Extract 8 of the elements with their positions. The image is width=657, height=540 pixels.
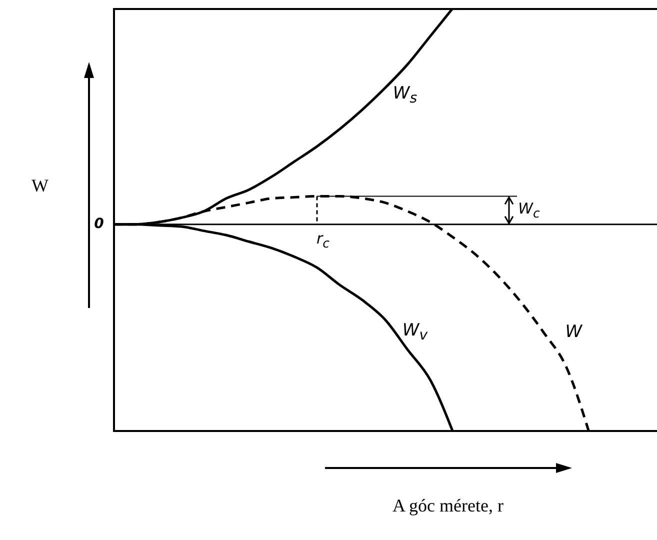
annotation: W$_{c}$ [518, 200, 540, 221]
x-axis-title: A góc mérete, r [392, 496, 504, 516]
text: 0 [94, 216, 104, 232]
series-label: W$_{v}$ [402, 320, 428, 344]
y-axis-title: W [32, 176, 48, 196]
series-label: W [565, 322, 582, 342]
annotation: r$_{c}$ [316, 230, 330, 251]
series-label: W$_{s}$ [392, 84, 418, 108]
